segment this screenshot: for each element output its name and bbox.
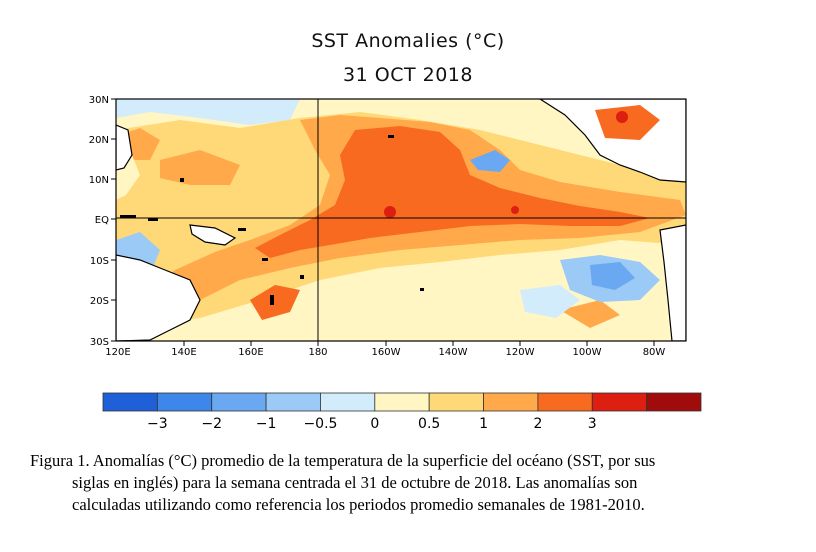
map-title: SST Anomalies (°C) bbox=[311, 30, 505, 52]
colorbar-swatch bbox=[428, 392, 484, 412]
lat-label-30s: 30S bbox=[90, 337, 109, 348]
colorbar-swatch bbox=[265, 392, 321, 412]
longitude-axis: 120E 140E 160E 180 160W 140W 120W 100W 8… bbox=[105, 341, 665, 358]
colorbar-tick-label: 2 bbox=[533, 416, 542, 432]
lat-label-eq: EQ bbox=[95, 215, 109, 226]
figure-caption: Figura 1. Anomalías (°C) promedio de la … bbox=[30, 450, 790, 516]
colorbar-swatch bbox=[102, 392, 158, 412]
lon-label-180: 180 bbox=[308, 347, 327, 358]
lat-label-20s: 20S bbox=[90, 296, 109, 307]
lat-label-30n: 30N bbox=[89, 95, 109, 106]
lon-label-100w: 100W bbox=[573, 347, 602, 358]
map-date: 31 OCT 2018 bbox=[343, 64, 473, 86]
colorbar-tick-label: 0 bbox=[370, 416, 379, 432]
map-frame bbox=[115, 98, 687, 342]
lon-label-120w: 120W bbox=[506, 347, 535, 358]
lon-label-140e: 140E bbox=[171, 347, 196, 358]
lon-label-160e: 160E bbox=[238, 347, 263, 358]
colorbar-swatch bbox=[591, 392, 648, 412]
lat-label-10n: 10N bbox=[89, 175, 109, 186]
colorbar-tick-label: −2 bbox=[201, 416, 222, 432]
colorbar-swatch bbox=[537, 392, 593, 412]
caption-line-2: siglas en inglés) para la semana centrad… bbox=[72, 473, 638, 492]
lat-label-20n: 20N bbox=[89, 135, 109, 146]
colorbar-tick-label: 3 bbox=[588, 416, 597, 432]
caption-line-1: Figura 1. Anomalías (°C) promedio de la … bbox=[30, 451, 656, 470]
anomaly-field bbox=[116, 99, 686, 341]
lon-label-140w: 140W bbox=[439, 347, 468, 358]
colorbar-tick-label: 0.5 bbox=[418, 416, 440, 432]
colorbar-swatch bbox=[646, 392, 702, 412]
sst-anomaly-map: 30N 20N 10N EQ 10S 20S 30S 120E 140E 160… bbox=[89, 95, 702, 432]
caption-line-3: calculadas utilizando como referencia lo… bbox=[72, 495, 645, 514]
lon-label-120e: 120E bbox=[105, 347, 130, 358]
colorbar-tick-label: −1 bbox=[256, 416, 277, 432]
colorbar-tick-label: −0.5 bbox=[303, 416, 337, 432]
island-marks bbox=[120, 135, 424, 305]
colorbar-ticks: −3 −2 −1 −0.5 0 0.5 1 2 3 bbox=[147, 416, 597, 432]
lon-label-160w: 160W bbox=[372, 347, 401, 358]
colorbar-swatch bbox=[320, 392, 376, 412]
colorbar-tick-label: 1 bbox=[479, 416, 488, 432]
colorbar-swatch bbox=[211, 392, 267, 412]
latitude-axis: 30N 20N 10N EQ 10S 20S 30S bbox=[89, 95, 116, 348]
colorbar-swatch bbox=[156, 392, 213, 412]
colorbar bbox=[102, 392, 702, 412]
colorbar-swatch bbox=[374, 392, 430, 412]
lon-label-80w: 80W bbox=[643, 347, 666, 358]
colorbar-swatch bbox=[483, 392, 539, 412]
lat-label-10s: 10S bbox=[90, 256, 109, 267]
colorbar-tick-label: −3 bbox=[147, 416, 168, 432]
